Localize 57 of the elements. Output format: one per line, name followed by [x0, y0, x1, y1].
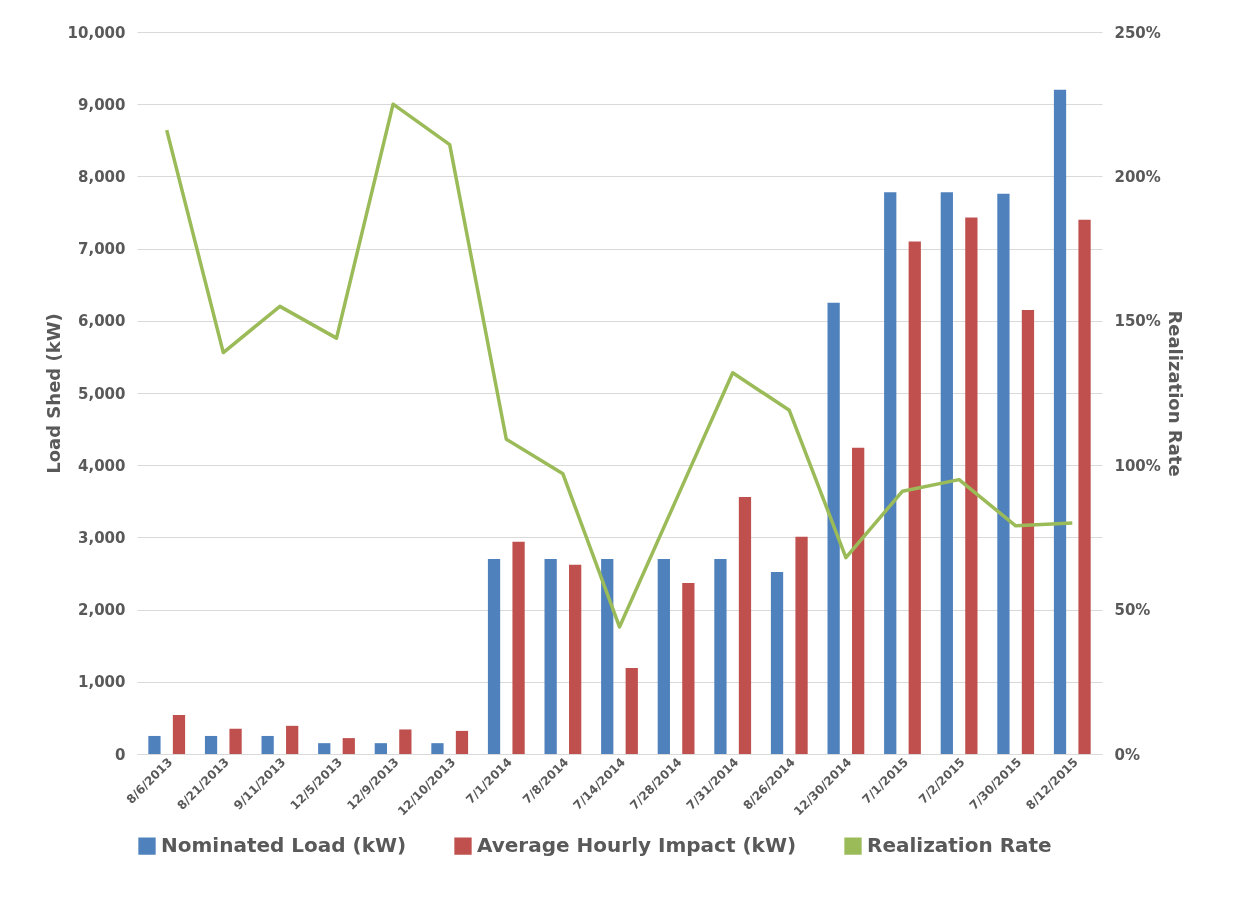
- y-tick-label: 6,000: [78, 312, 126, 331]
- bar: [965, 217, 978, 754]
- y-tick-label: 5,000: [78, 384, 126, 403]
- bar: [512, 541, 525, 754]
- y-tick-label: 1,000: [78, 673, 126, 692]
- bar: [1021, 309, 1035, 754]
- bar: [431, 743, 444, 754]
- bar: [569, 564, 582, 754]
- y2-axis-title: Realization Rate: [1164, 310, 1186, 477]
- y-tick-label: 10,000: [67, 23, 126, 42]
- bar: [261, 735, 274, 754]
- y-tick-label: 3,000: [78, 528, 126, 547]
- bar: [229, 728, 242, 754]
- legend-label: Average Hourly Impact (kW): [477, 833, 797, 858]
- y-axis-title: Load Shed (kW): [42, 313, 64, 474]
- legend-label: Nominated Load (kW): [161, 833, 407, 858]
- y-tick-label: 4,000: [78, 456, 126, 475]
- y-tick-label: 9,000: [78, 95, 126, 114]
- bar: [544, 559, 557, 754]
- y2-tick-label: 250%: [1114, 23, 1161, 42]
- bar: [738, 496, 752, 754]
- bar: [657, 559, 670, 754]
- y2-tick-label: 150%: [1114, 312, 1161, 331]
- bar: [1078, 219, 1091, 754]
- bar: [714, 559, 727, 754]
- y2-tick-label: 0%: [1114, 745, 1140, 764]
- y-tick-label: 7,000: [78, 240, 126, 259]
- bar: [1053, 89, 1067, 754]
- bar: [997, 193, 1010, 754]
- bar: [682, 582, 695, 754]
- y-tick-label: 0: [115, 745, 126, 764]
- bar: [908, 241, 921, 754]
- legend-label: Realization Rate: [867, 833, 1052, 858]
- y2-tick-label: 50%: [1114, 601, 1151, 620]
- y2-tick-label: 200%: [1114, 167, 1161, 186]
- bar: [172, 715, 186, 754]
- bar: [318, 743, 331, 754]
- y-tick-label: 8,000: [78, 167, 126, 186]
- bar: [940, 192, 953, 754]
- bar: [487, 559, 501, 754]
- bar: [827, 302, 840, 754]
- bar: [625, 668, 638, 754]
- line-series: [164, 102, 1075, 629]
- bar: [399, 729, 412, 754]
- bar: [884, 192, 897, 754]
- bar: [204, 735, 218, 754]
- bar: [770, 572, 784, 754]
- bar: [148, 735, 161, 754]
- bar: [852, 447, 865, 754]
- bar: [374, 743, 387, 754]
- bar: [455, 730, 469, 754]
- bar: [342, 738, 355, 754]
- bar: [286, 725, 299, 754]
- y-tick-label: 2,000: [78, 601, 126, 620]
- bar: [795, 536, 808, 754]
- bar: [601, 559, 614, 754]
- y2-tick-label: 100%: [1114, 456, 1161, 475]
